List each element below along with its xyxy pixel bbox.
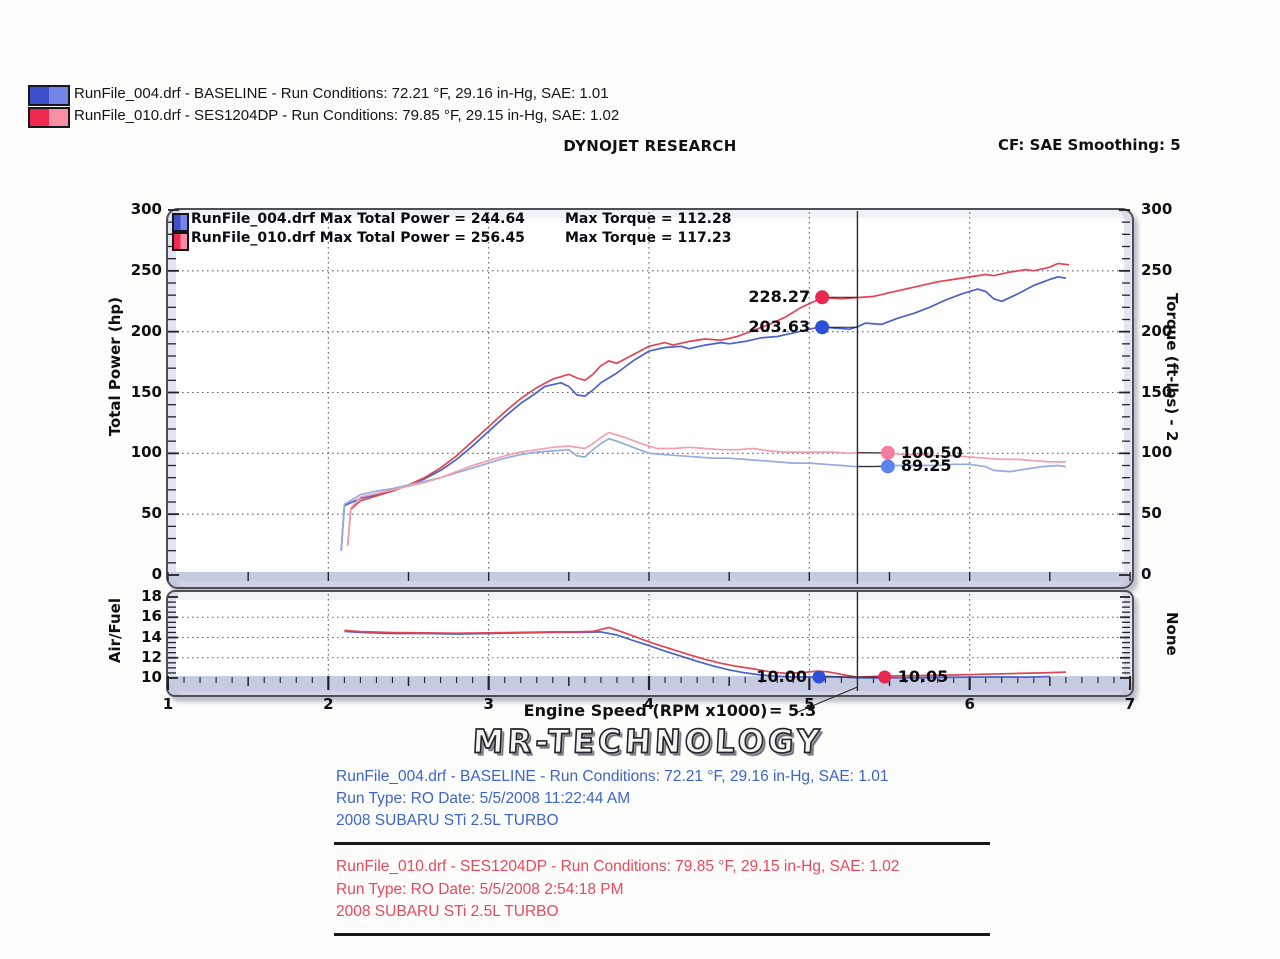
legend-max-torque-baseline: Max Torque = 112.28 [565, 211, 732, 227]
separator-rule-bottom [334, 933, 990, 936]
baseline-detail-line-2: Run Type: RO Date: 5/5/2008 11:22:44 AM [336, 790, 631, 807]
mr-technology-logo: MR-TECHNOLOGY [471, 722, 825, 761]
af-ses1204dp-curve [344, 626, 1066, 679]
run-ses1204dp-summary: RunFile_010.drf - SES1204DP - Run Condit… [74, 107, 620, 124]
run-baseline-color-swatch [28, 85, 70, 106]
ses1204dp-detail-line-2: Run Type: RO Date: 5/5/2008 2:54:18 PM [336, 881, 624, 898]
legend-max-torque-ses1204dp: Max Torque = 117.23 [565, 230, 732, 246]
legend-max-power-ses1204dp: RunFile_010.drf Max Total Power = 256.45 [191, 230, 525, 246]
af-baseline-curve [344, 630, 1050, 679]
right-axis-title-torque: Torque (ft-lbs) - 2 [1163, 293, 1181, 442]
dynojet-research-title: DYNOJET RESEARCH [563, 137, 737, 155]
legend-swatch-ses1204dp [172, 232, 189, 251]
cursor-dot-203.63 [815, 320, 830, 335]
ses1204dp-detail-line-1: RunFile_010.drf - SES1204DP - Run Condit… [336, 858, 900, 875]
af-right-axis-title-none: None [1163, 612, 1181, 656]
cursor-dot-10.05 [878, 670, 892, 684]
power-ses1204dp-curve [346, 262, 1070, 546]
cursor-dot-100.50 [880, 445, 895, 460]
legend-max-power-baseline: RunFile_004.drf Max Total Power = 244.64 [191, 211, 525, 227]
power-torque-chart-frame [166, 208, 1134, 589]
run-ses1204dp-color-swatch [28, 107, 70, 128]
correction-smoothing-info: CF: SAE Smoothing: 5 [998, 136, 1181, 154]
baseline-detail-line-3: 2008 SUBARU STi 2.5L TURBO [336, 812, 559, 829]
cursor-pointer-line [795, 686, 858, 714]
cursor-rpm-readout: = 5.3 [769, 701, 817, 720]
legend-swatch-baseline [172, 213, 189, 232]
cursor-dot-228.27 [815, 290, 830, 305]
torque-baseline-curve [340, 437, 1067, 551]
power-baseline-curve [340, 276, 1067, 551]
run-baseline-summary: RunFile_004.drf - BASELINE - Run Conditi… [74, 85, 609, 102]
separator-rule-top [334, 842, 990, 845]
ses1204dp-detail-line-3: 2008 SUBARU STi 2.5L TURBO [336, 903, 559, 920]
torque-ses1204dp-curve [346, 431, 1066, 546]
cursor-dot-10.00 [812, 670, 826, 684]
x-axis-title: Engine Speed (RPM x1000) = 5.3 [400, 701, 940, 720]
baseline-detail-line-1: RunFile_004.drf - BASELINE - Run Conditi… [336, 768, 889, 785]
x-axis-title-text: Engine Speed (RPM x1000) [523, 701, 768, 720]
cursor-dot-89.25 [880, 459, 895, 474]
